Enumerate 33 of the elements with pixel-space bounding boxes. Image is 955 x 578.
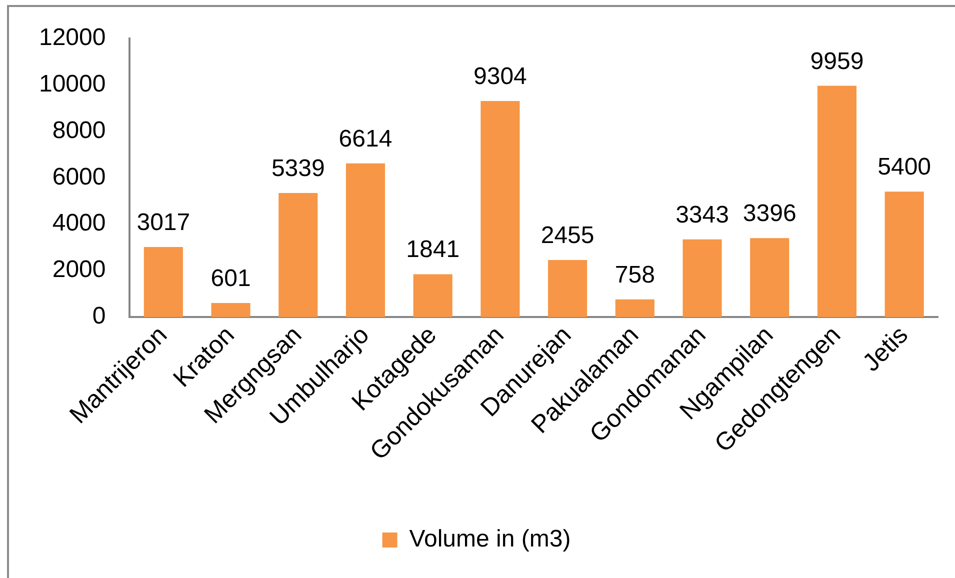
- bar: [480, 100, 520, 317]
- data-label: 3017: [136, 208, 190, 236]
- data-label: 2455: [540, 222, 594, 249]
- data-label: 601: [210, 265, 251, 292]
- data-label: 3343: [676, 201, 729, 228]
- bar: [278, 193, 318, 317]
- bar: [144, 246, 183, 317]
- bar: [817, 86, 856, 317]
- bar: [615, 299, 654, 317]
- y-tick-label: 2000: [52, 256, 106, 284]
- data-label: 758: [614, 261, 655, 288]
- data-label: 1841: [406, 236, 460, 264]
- bar: [413, 274, 452, 317]
- x-tick-label: Jetis: [857, 320, 914, 378]
- data-label: 5339: [271, 155, 325, 182]
- bar: [211, 303, 250, 317]
- bar: [682, 239, 722, 317]
- data-label: 9304: [473, 62, 527, 90]
- bar: [884, 192, 924, 317]
- y-tick-label: 4000: [52, 210, 106, 237]
- data-label: 5400: [878, 154, 932, 181]
- data-label: 3396: [742, 200, 796, 228]
- bar: [346, 163, 386, 317]
- y-tick-label: 12000: [38, 24, 106, 52]
- data-label: 6614: [338, 125, 392, 152]
- y-tick-label: 10000: [38, 70, 106, 98]
- bar: [750, 238, 790, 317]
- y-tick-label: 0: [92, 302, 106, 330]
- bar: [548, 260, 588, 317]
- y-tick-label: 8000: [52, 116, 106, 144]
- legend-label: Volume in (m3): [409, 526, 571, 553]
- data-label: 9959: [810, 48, 864, 75]
- y-tick-label: 6000: [52, 163, 106, 190]
